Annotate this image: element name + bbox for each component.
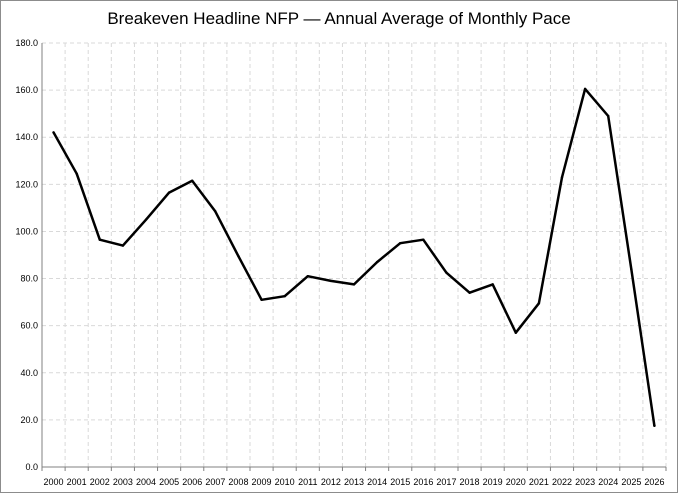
y-tick-label: 140.0 bbox=[15, 132, 38, 142]
x-tick-label: 2021 bbox=[529, 477, 549, 487]
x-tick-label: 2010 bbox=[275, 477, 295, 487]
data-point bbox=[260, 298, 263, 301]
y-tick-label: 20.0 bbox=[20, 415, 38, 425]
y-tick-label: 160.0 bbox=[15, 85, 38, 95]
data-point bbox=[98, 238, 101, 241]
y-tick-label: 100.0 bbox=[15, 226, 38, 236]
data-point bbox=[144, 218, 148, 221]
y-tick-label: 120.0 bbox=[15, 179, 38, 189]
x-tick-label: 2018 bbox=[460, 477, 480, 487]
x-tick-label: 2008 bbox=[228, 477, 248, 487]
data-point bbox=[653, 424, 656, 427]
data-point bbox=[583, 87, 587, 91]
x-tick-label: 2006 bbox=[182, 477, 202, 487]
data-point bbox=[560, 176, 564, 179]
data-point bbox=[121, 244, 125, 247]
data-point bbox=[375, 260, 379, 264]
x-tick-label: 2000 bbox=[44, 477, 64, 487]
y-tick-label: 60.0 bbox=[20, 321, 38, 331]
x-tick-label: 2012 bbox=[321, 477, 341, 487]
data-point bbox=[329, 279, 333, 283]
x-tick-labels: 2000 2001 2002 2003 2004 2005 2006 2007 2008 2009… bbox=[44, 477, 665, 487]
x-tick-label: 2024 bbox=[598, 477, 618, 487]
x-tick-label: 2011 bbox=[298, 477, 317, 487]
x-tick-label: 2023 bbox=[575, 477, 595, 487]
x-tick-label: 2009 bbox=[252, 477, 272, 487]
x-tick-label: 2025 bbox=[621, 477, 641, 487]
data-point bbox=[214, 210, 217, 213]
x-tick-label: 2002 bbox=[90, 477, 110, 487]
y-tick-label: 0.0 bbox=[25, 462, 38, 472]
data-point bbox=[422, 238, 425, 241]
x-tick-label: 2003 bbox=[113, 477, 133, 487]
x-tick-label: 2015 bbox=[390, 477, 410, 487]
y-tick-labels: 0.0 20.0 40.0 60.0 80.0 100.0 120.0 140.0 160.0 1… bbox=[15, 38, 38, 472]
x-tick-label: 2016 bbox=[413, 477, 433, 487]
axes bbox=[41, 43, 667, 471]
data-point bbox=[491, 283, 494, 286]
x-tick-label: 2001 bbox=[67, 477, 87, 487]
data-point bbox=[75, 172, 78, 175]
data-point bbox=[167, 191, 171, 194]
x-tick-label: 2004 bbox=[136, 477, 156, 487]
y-tick-label: 80.0 bbox=[20, 274, 38, 284]
data-point bbox=[630, 267, 633, 271]
x-tick-label: 2022 bbox=[552, 477, 572, 487]
x-tick-label: 2020 bbox=[506, 477, 526, 487]
series-layer bbox=[52, 87, 656, 428]
x-tick-label: 2019 bbox=[483, 477, 503, 487]
chart-title: Breakeven Headline NFP — Annual Average … bbox=[107, 9, 571, 28]
x-tick-label: 2017 bbox=[436, 477, 456, 487]
x-tick-label: 2007 bbox=[205, 477, 225, 487]
data-point bbox=[52, 131, 55, 134]
data-point bbox=[514, 331, 517, 334]
data-point bbox=[191, 179, 194, 182]
data-point bbox=[607, 114, 610, 118]
data-point bbox=[399, 242, 402, 245]
y-tick-label: 40.0 bbox=[20, 368, 38, 378]
data-point bbox=[445, 271, 448, 274]
data-point bbox=[283, 295, 286, 298]
data-point bbox=[306, 275, 309, 278]
data-point bbox=[352, 283, 356, 286]
series-line bbox=[52, 87, 656, 428]
grid-lines bbox=[42, 42, 667, 467]
x-tick-label: 2026 bbox=[644, 477, 664, 487]
y-tick-label: 180.0 bbox=[15, 38, 38, 48]
x-tick-label: 2014 bbox=[367, 477, 387, 487]
data-point bbox=[468, 291, 471, 294]
x-tick-label: 2005 bbox=[159, 477, 179, 487]
data-point bbox=[237, 254, 240, 258]
data-point bbox=[537, 302, 541, 305]
x-tick-label: 2013 bbox=[344, 477, 364, 487]
